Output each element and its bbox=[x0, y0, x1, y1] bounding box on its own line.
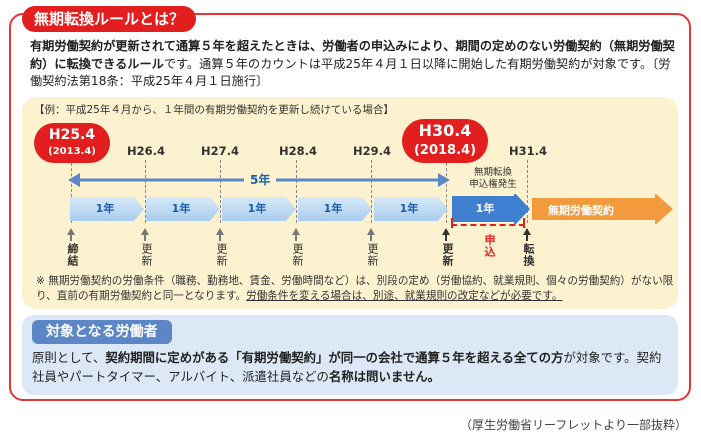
tick-h27: H27.4 bbox=[201, 144, 239, 158]
vline-1 bbox=[71, 163, 72, 223]
under-label-5: 更新 bbox=[366, 243, 379, 267]
seg-1-arrow bbox=[70, 197, 144, 221]
target-text-1: 原則として、 bbox=[32, 350, 106, 365]
vline-6 bbox=[446, 163, 447, 223]
infinite-arrow bbox=[532, 194, 673, 224]
five-year-label: 5年 bbox=[244, 173, 277, 187]
up-arrow-6 bbox=[442, 228, 450, 235]
infinite-label: 無期労働契約 bbox=[548, 204, 614, 217]
under-label-6: 更新 bbox=[441, 243, 454, 267]
seg-label-2: 1年 bbox=[171, 202, 191, 215]
intro-text: 有期労働契約が更新されて通算５年を超えたときは、労働者の申込みにより、期間の定め… bbox=[30, 38, 680, 91]
seg-4-arrow bbox=[298, 197, 372, 221]
end-badge-main: H30.4 bbox=[418, 121, 472, 140]
seg-6-arrow bbox=[452, 194, 530, 224]
source-note: （厚生労働省リーフレットより一部抜粋） bbox=[459, 418, 687, 432]
page-title: 無期転換ルールとは？ bbox=[22, 6, 197, 32]
tick-h29: H29.4 bbox=[353, 144, 391, 158]
up-arrows bbox=[67, 228, 531, 241]
seg-label-6: 1年 bbox=[475, 202, 495, 215]
apply-left-tick bbox=[451, 218, 453, 228]
start-badge: H25.4 (2013.4) bbox=[34, 123, 110, 163]
under-label-1: 締結 bbox=[66, 243, 79, 267]
example-label: 【例：平成25年４月から、１年間の有期労働契約を更新し続けている場合】 bbox=[34, 104, 394, 116]
under-label-3: 更新 bbox=[215, 243, 228, 267]
under-label-4: 更新 bbox=[291, 243, 304, 267]
up-arrow-5 bbox=[367, 228, 375, 235]
year-segments bbox=[70, 194, 673, 224]
tick-h31: H31.4 bbox=[509, 144, 547, 158]
target-bold-2: 名称は問いません。 bbox=[328, 369, 441, 384]
start-badge-main: H25.4 bbox=[48, 127, 96, 143]
seg-label-4: 1年 bbox=[323, 202, 343, 215]
up-arrow-2 bbox=[141, 228, 149, 235]
up-arrow-7 bbox=[523, 228, 531, 235]
intro-rest: です。通算５年のカウントは平成25年４月１日以降に開始した有期労働契約が対象です… bbox=[30, 56, 671, 89]
vline-7 bbox=[527, 160, 528, 223]
tick-h26: H26.4 bbox=[127, 144, 165, 158]
target-heading: 対象となる労働者 bbox=[32, 320, 172, 344]
vline-2 bbox=[145, 160, 146, 223]
up-arrow-1 bbox=[67, 228, 75, 235]
end-badge: H30.4 (2018.4) bbox=[402, 119, 488, 163]
apply-right-tick bbox=[523, 218, 525, 228]
timeline-note: ※ 無期労働契約の労働条件（職務、勤務地、賃金、労働時間など）は、別段の定め（労… bbox=[36, 274, 676, 304]
vline-5 bbox=[371, 160, 372, 223]
seg-label-1: 1年 bbox=[95, 202, 115, 215]
seg-2-arrow bbox=[146, 197, 220, 221]
apply-period-box bbox=[451, 224, 525, 226]
note-underlined: 労働条件を変える場合は、別途、就業規則の改定などが必要です。 bbox=[246, 290, 563, 302]
under-label-8: 転換 bbox=[522, 243, 535, 267]
under-label-2: 更新 bbox=[140, 243, 153, 267]
up-arrow-4 bbox=[292, 228, 300, 235]
end-badge-sub: (2018.4) bbox=[413, 143, 477, 158]
seg-5-arrow bbox=[374, 197, 448, 221]
vline-4 bbox=[296, 160, 297, 223]
start-badge-sub: (2013.4) bbox=[48, 146, 96, 157]
target-text-2: が対象です。契約社員やパートタイマー、アルバイト、派遣社員などの bbox=[32, 350, 662, 384]
right-note-line1: 無期転換 bbox=[473, 167, 512, 178]
intro-bold: 有期労働契約が更新されて通算５年を超えたときは、労働者の申込みにより、期間の定め… bbox=[30, 39, 675, 71]
right-note-line2: 申込権発生 bbox=[469, 179, 517, 190]
note-part1: ※ 無期労働契約の労働条件（職務、勤務地、賃金、労働時間など）は、別段の定め（労… bbox=[36, 275, 674, 302]
up-arrow-3 bbox=[216, 228, 224, 235]
target-text: 原則として、契約期間に定めがある「有期労働契約」が同一の会社で通算５年を超える全… bbox=[32, 348, 672, 386]
seg-label-5: 1年 bbox=[399, 202, 419, 215]
seg-3-arrow bbox=[222, 197, 296, 221]
target-bold-1: 契約期間に定めがある「有期労働契約」が同一の会社で通算５年を超える全ての方 bbox=[105, 350, 564, 365]
seg-label-3: 1年 bbox=[247, 202, 267, 215]
under-label-7: 申込 bbox=[483, 234, 496, 258]
tick-h28: H28.4 bbox=[279, 144, 317, 158]
right-note: 無期転換 申込権発生 bbox=[458, 167, 528, 191]
vline-3 bbox=[220, 160, 221, 223]
